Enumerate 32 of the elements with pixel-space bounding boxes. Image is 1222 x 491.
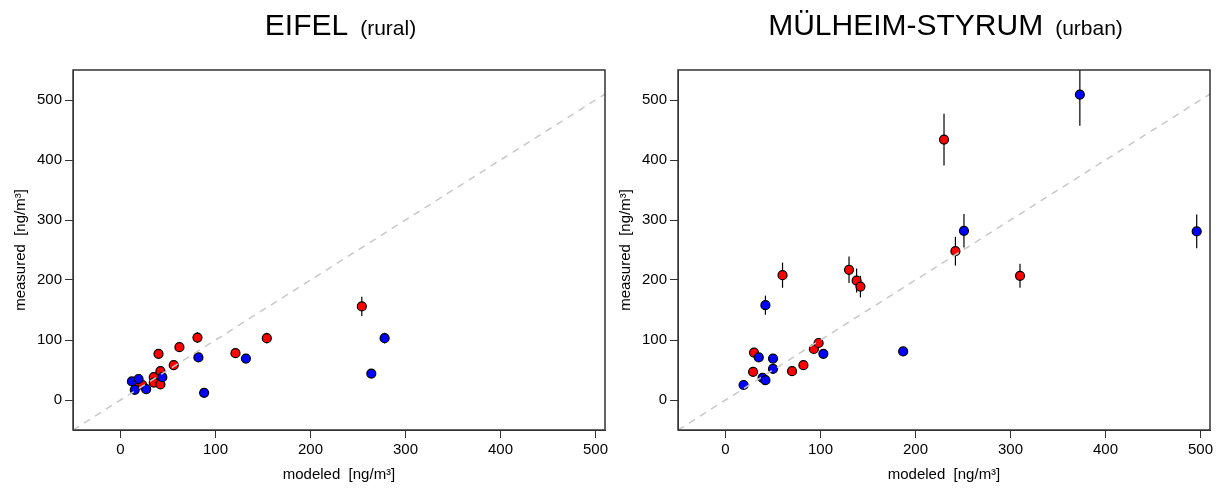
y-tick-label: 0 (53, 390, 63, 408)
x-axis-title: modeled [ng/m³] (282, 465, 396, 483)
x-tick-label: 100 (808, 440, 834, 458)
x-tick-label: 400 (1092, 440, 1119, 458)
y-tick-label: 100 (642, 330, 668, 348)
x-tick-label: 0 (721, 440, 730, 458)
chart-title: EIFEL (264, 8, 349, 41)
x-tick-label: 200 (903, 440, 929, 458)
x-tick-label: 400 (487, 440, 514, 458)
y-axis-title: measured [ng/m³] (11, 189, 29, 311)
x-tick-label: 0 (116, 440, 125, 458)
chart-subtitle: (rural) (360, 16, 417, 39)
y-tick-label: 200 (37, 270, 63, 288)
y-tick-label: 500 (37, 90, 63, 108)
y-tick-label: 100 (37, 330, 63, 348)
x-axis-title: modeled [ng/m³] (887, 465, 1001, 483)
x-tick-label: 300 (997, 440, 1024, 458)
x-tick-label: 200 (298, 440, 324, 458)
chart-subtitle: (urban) (1055, 16, 1123, 39)
y-tick-label: 400 (642, 150, 668, 168)
y-tick-label: 0 (658, 390, 668, 408)
y-axis-title: measured [ng/m³] (616, 189, 634, 311)
y-tick-label: 300 (37, 210, 63, 228)
chart-title: MÜLHEIM-STYRUM (768, 8, 1044, 41)
x-tick-label: 100 (203, 440, 229, 458)
x-tick-label: 500 (582, 440, 609, 458)
y-tick-label: 300 (642, 210, 668, 228)
x-tick-label: 500 (1187, 440, 1214, 458)
x-tick-label: 300 (392, 440, 419, 458)
y-tick-label: 500 (642, 90, 668, 108)
y-tick-label: 200 (642, 270, 668, 288)
y-tick-label: 400 (37, 150, 63, 168)
